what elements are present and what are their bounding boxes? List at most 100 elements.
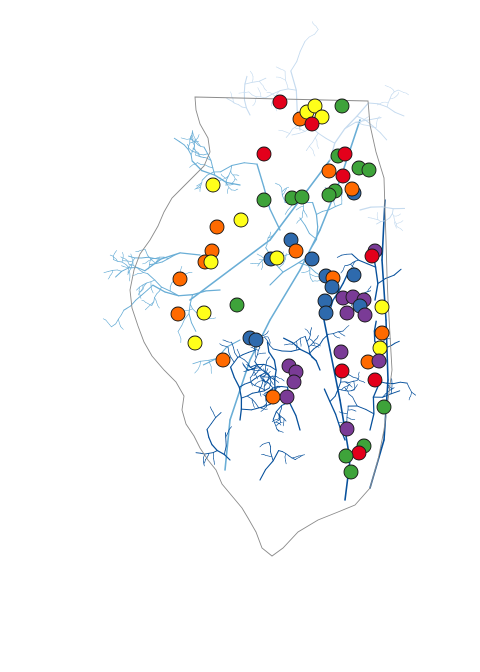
site-marker-blue[interactable] (324, 279, 340, 295)
site-marker-orange[interactable] (344, 181, 360, 197)
river-segment (248, 91, 253, 96)
site-marker-yellow[interactable] (372, 340, 388, 356)
site-marker-purple[interactable] (339, 421, 355, 437)
river-segment (230, 357, 235, 363)
site-marker-green[interactable] (343, 464, 359, 480)
river-segment (374, 282, 379, 301)
site-marker-green[interactable] (361, 162, 377, 178)
site-marker-yellow[interactable] (205, 177, 221, 193)
river-segment (329, 349, 341, 401)
site-marker-red[interactable] (304, 116, 320, 132)
river-segment (308, 141, 313, 147)
river-segment (336, 254, 343, 258)
site-marker-yellow[interactable] (307, 98, 323, 114)
river-segment (146, 281, 152, 284)
site-marker-orange[interactable] (374, 325, 390, 341)
river-segment (132, 257, 136, 262)
site-marker-orange[interactable] (172, 271, 188, 287)
river-segment (183, 138, 188, 140)
site-marker-orange[interactable] (288, 243, 304, 259)
river-segment (246, 392, 253, 397)
site-marker-purple[interactable] (371, 353, 387, 369)
site-marker-yellow[interactable] (203, 254, 219, 270)
river-segment (249, 381, 256, 386)
site-marker-green[interactable] (376, 399, 392, 415)
site-marker-orange[interactable] (265, 389, 281, 405)
site-marker-yellow[interactable] (374, 299, 390, 315)
river-segment (291, 342, 301, 350)
river-segment (279, 77, 283, 79)
site-marker-blue[interactable] (346, 267, 362, 283)
site-marker-orange[interactable] (215, 352, 231, 368)
river-segment (186, 272, 190, 274)
river-segment (228, 187, 233, 191)
river-segment (312, 340, 314, 344)
river-segment (243, 364, 246, 367)
site-marker-red[interactable] (364, 248, 380, 264)
river-segment (230, 172, 234, 176)
site-marker-yellow[interactable] (233, 212, 249, 228)
site-marker-purple[interactable] (286, 374, 302, 390)
river-segment (369, 413, 375, 431)
river-segment (345, 388, 348, 391)
river-segment (204, 164, 210, 168)
river-segment (365, 408, 375, 415)
river-segment (135, 294, 142, 301)
river-segment (195, 452, 201, 454)
river-segment (254, 385, 261, 388)
river-segment (314, 29, 319, 35)
river-segment (195, 187, 198, 189)
site-marker-orange[interactable] (170, 306, 186, 322)
site-marker-purple[interactable] (357, 307, 373, 323)
site-marker-green[interactable] (334, 98, 350, 114)
site-marker-blue[interactable] (248, 332, 264, 348)
site-marker-orange[interactable] (209, 219, 225, 235)
river-segment (313, 153, 316, 157)
river-segment (280, 185, 282, 189)
river-segment (141, 287, 144, 291)
site-marker-yellow[interactable] (196, 305, 212, 321)
site-marker-blue[interactable] (304, 251, 320, 267)
site-marker-red[interactable] (337, 146, 353, 162)
site-marker-red[interactable] (256, 146, 272, 162)
site-marker-purple[interactable] (339, 305, 355, 321)
site-marker-purple[interactable] (279, 389, 295, 405)
site-marker-red[interactable] (334, 363, 350, 379)
river-segment (358, 376, 360, 380)
river-segment (224, 445, 227, 451)
river-segment (269, 344, 274, 350)
site-marker-red[interactable] (272, 94, 288, 110)
river-segment (399, 227, 402, 230)
river-segment (144, 258, 162, 272)
river-segment (209, 363, 212, 367)
site-marker-red[interactable] (335, 168, 351, 184)
site-marker-green[interactable] (256, 192, 272, 208)
site-marker-red[interactable] (367, 372, 383, 388)
site-marker-green[interactable] (229, 297, 245, 313)
site-marker-yellow[interactable] (269, 250, 285, 266)
river-segment (278, 263, 284, 269)
site-marker-red[interactable] (351, 445, 367, 461)
site-marker-blue[interactable] (318, 305, 334, 321)
river-segment (316, 335, 319, 339)
river-segment (200, 359, 210, 362)
river-segment (227, 429, 230, 434)
site-marker-green[interactable] (294, 189, 310, 205)
river-segment (398, 221, 402, 224)
river-segment (136, 267, 146, 272)
site-marker-green[interactable] (321, 187, 337, 203)
river-segment (251, 80, 260, 83)
site-marker-green[interactable] (338, 448, 354, 464)
river-segment (371, 217, 376, 220)
site-marker-purple[interactable] (333, 344, 349, 360)
river-segment (367, 290, 372, 293)
river-segment (287, 88, 297, 91)
river-segment (374, 218, 379, 221)
river-segment (113, 259, 118, 262)
river-segment (109, 254, 113, 257)
river-segment (400, 90, 404, 93)
site-marker-orange[interactable] (321, 163, 337, 179)
river-segment (312, 137, 316, 143)
site-marker-yellow[interactable] (187, 335, 203, 351)
